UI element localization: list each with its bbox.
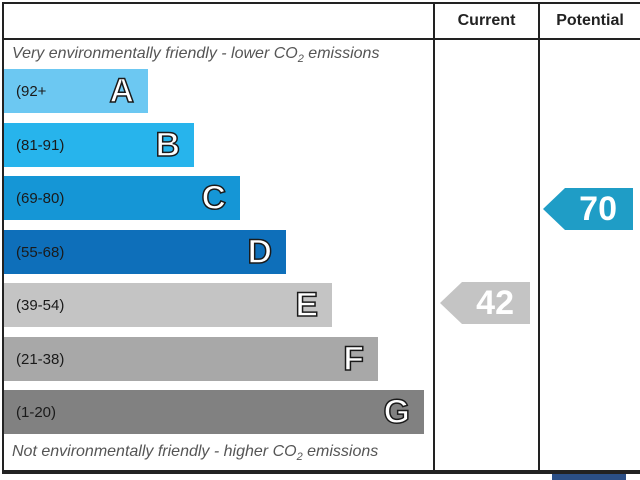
band-d-range: (55-68)	[16, 243, 65, 261]
header-divider	[2, 38, 640, 40]
band-e-range: (39-54)	[16, 296, 65, 314]
current-column-divider	[433, 2, 435, 472]
bottom-edge-strip	[552, 474, 626, 480]
potential-column-header: Potential	[556, 12, 624, 29]
potential-column-divider	[538, 2, 540, 472]
band-b-letter: B	[155, 125, 181, 165]
current-rating-value: 42	[476, 283, 514, 322]
bottom-note-suffix: emissions	[302, 443, 379, 460]
band-g: (1-20) G	[4, 390, 424, 434]
band-g-range: (1-20)	[16, 403, 57, 421]
band-f-range: (21-38)	[16, 350, 65, 368]
band-b: (81-91) B	[4, 123, 194, 167]
band-f: (21-38) F	[4, 337, 378, 381]
band-b-range: (81-91)	[16, 136, 65, 154]
current-rating-arrow: 42	[440, 282, 530, 324]
bottom-note: Not environmentally friendly - higher CO…	[12, 443, 378, 463]
band-a-letter: A	[109, 71, 135, 111]
bottom-border	[2, 472, 640, 474]
band-f-letter: F	[342, 339, 364, 379]
band-a-range: (92+	[16, 82, 47, 100]
band-c-letter: C	[201, 178, 227, 218]
band-d-letter: D	[247, 232, 273, 272]
band-c-range: (69-80)	[16, 189, 65, 207]
potential-rating-value: 70	[579, 189, 617, 228]
rating-table-frame	[2, 2, 640, 472]
band-g-letter: G	[383, 392, 411, 432]
potential-rating-arrow: 70	[543, 188, 633, 230]
bottom-note-subscript: 2	[296, 451, 303, 464]
bottom-note-prefix: Not environmentally friendly - higher CO	[12, 443, 297, 460]
current-column-header: Current	[457, 12, 516, 29]
top-note-suffix: emissions	[303, 45, 380, 62]
band-a: (92+ A	[4, 69, 148, 113]
top-note-subscript: 2	[297, 53, 304, 66]
top-note-prefix: Very environmentally friendly - lower CO	[12, 45, 298, 62]
band-c: (69-80) C	[4, 176, 240, 220]
band-e: (39-54) E	[4, 283, 332, 327]
band-e-letter: E	[295, 285, 319, 325]
top-note: Very environmentally friendly - lower CO…	[12, 45, 379, 65]
band-d: (55-68) D	[4, 230, 286, 274]
